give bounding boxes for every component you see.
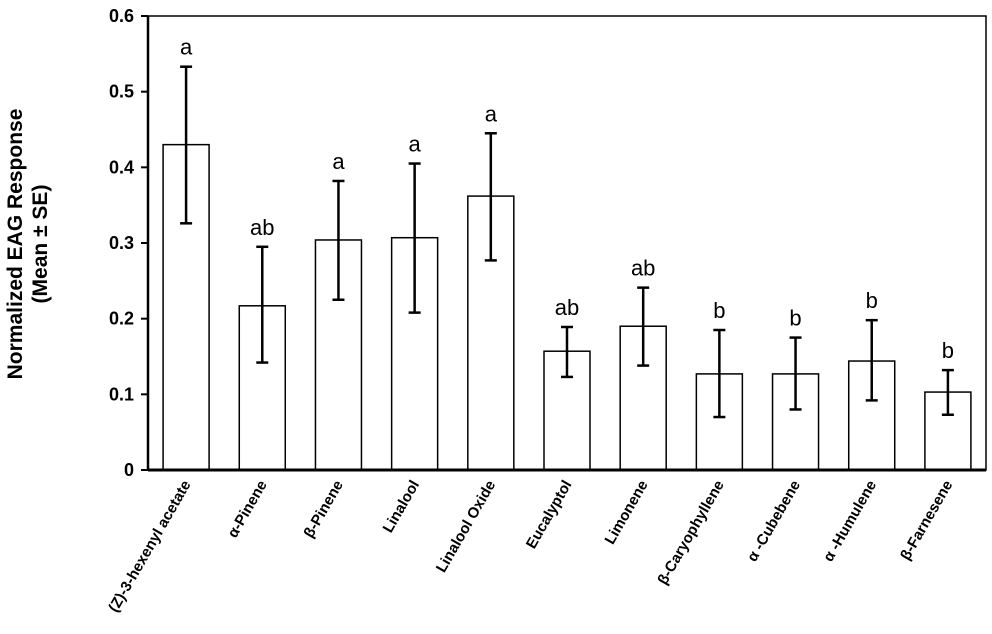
significance-letter: ab <box>555 295 579 320</box>
y-axis-title-line-2: (Mean ± SE) <box>29 185 52 304</box>
significance-letter: b <box>866 288 878 313</box>
bar <box>619 325 667 471</box>
y-tick-label: 0.4 <box>109 157 134 177</box>
x-tick-label: (Z)-3-hexenyl acetate <box>105 478 194 616</box>
x-tick-label: Limonene <box>602 478 652 548</box>
significance-letter: a <box>485 101 498 126</box>
x-tick-label: β-Pinene <box>301 478 347 541</box>
x-axis-labels: (Z)-3-hexenyl acetate α-Pinene β-Pinene Lin… <box>105 478 956 616</box>
y-tick-label: 0.6 <box>109 6 134 26</box>
error-bar <box>484 132 497 262</box>
error-bar <box>789 336 802 411</box>
y-tick-label: 0 <box>124 460 134 480</box>
significance-letter: b <box>942 338 954 363</box>
error-bar <box>713 328 726 419</box>
y-axis-ticks: 0 0.1 0.2 0.3 0.4 0.5 0.6 <box>109 6 148 480</box>
error-bar <box>561 325 573 379</box>
x-tick-label: Linalool Oxide <box>433 478 499 576</box>
y-tick-label: 0.2 <box>109 309 134 329</box>
error-bar <box>180 65 193 225</box>
error-bar <box>941 368 954 417</box>
significance-letter: ab <box>250 215 274 240</box>
significance-letter: a <box>332 149 345 174</box>
y-axis-title: Normalized EAG Response (Mean ± SE) <box>4 109 52 380</box>
error-bar <box>865 318 878 402</box>
significance-letter: a <box>409 132 422 157</box>
significance-letter: a <box>180 35 193 60</box>
x-tick-label: α -Cubebene <box>744 478 804 565</box>
x-tick-label: β-Caryophyllene <box>654 478 727 588</box>
error-bars <box>180 65 954 419</box>
significance-letter: b <box>713 298 725 323</box>
x-tick-label: β-Farnesene <box>897 478 956 564</box>
x-tick-label: α -Humulene <box>820 478 880 565</box>
error-bar <box>408 162 421 314</box>
x-tick-label: α-Pinene <box>224 478 270 541</box>
y-axis-title-line-1: Normalized EAG Response <box>4 109 27 380</box>
significance-letters: a ab a a a ab ab b b b b <box>180 35 954 363</box>
y-tick-label: 0.5 <box>109 82 134 102</box>
bar <box>695 373 744 471</box>
x-tick-label: Linalool <box>380 478 423 536</box>
significance-letter: ab <box>631 256 655 281</box>
error-bar <box>332 179 345 301</box>
y-tick-label: 0.3 <box>109 233 134 253</box>
error-bar <box>256 245 269 364</box>
x-tick-label: Eucalyptol <box>523 478 576 552</box>
y-tick-label: 0.1 <box>109 384 134 404</box>
significance-letter: b <box>789 306 801 331</box>
error-bar <box>637 286 650 367</box>
